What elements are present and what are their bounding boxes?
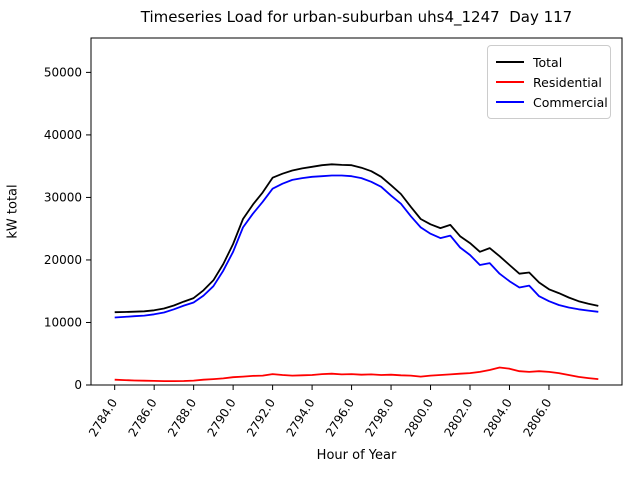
chart-title: Timeseries Load for urban-suburban uhs4_…	[140, 8, 573, 26]
legend-label-commercial: Commercial	[533, 94, 608, 110]
svg-text:50000: 50000	[44, 65, 82, 79]
svg-text:40000: 40000	[44, 128, 82, 142]
svg-text:2784.0: 2784.0	[86, 396, 120, 439]
y-axis-label: kW total	[5, 184, 21, 239]
svg-text:0: 0	[74, 378, 82, 392]
svg-text:10000: 10000	[44, 315, 82, 329]
svg-text:20000: 20000	[44, 253, 82, 267]
svg-text:2804.0: 2804.0	[481, 396, 515, 439]
svg-text:2786.0: 2786.0	[126, 396, 160, 439]
svg-text:2794.0: 2794.0	[284, 396, 318, 439]
svg-text:2806.0: 2806.0	[520, 396, 554, 439]
svg-text:2790.0: 2790.0	[205, 396, 239, 439]
x-axis-label: Hour of Year	[316, 448, 397, 463]
svg-text:2796.0: 2796.0	[323, 396, 357, 439]
svg-text:2800.0: 2800.0	[402, 396, 436, 439]
legend: Total Residential Commercial	[487, 45, 611, 119]
legend-item-residential: Residential	[496, 72, 602, 92]
svg-text:2802.0: 2802.0	[441, 396, 475, 439]
residential-line-swatch	[496, 81, 524, 83]
legend-label-residential: Residential	[533, 74, 602, 90]
svg-text:2792.0: 2792.0	[244, 396, 278, 439]
legend-item-total: Total	[496, 52, 602, 72]
svg-text:2788.0: 2788.0	[165, 396, 199, 439]
total-line-swatch	[496, 61, 524, 63]
svg-text:30000: 30000	[44, 190, 82, 204]
svg-text:2798.0: 2798.0	[362, 396, 396, 439]
legend-item-commercial: Commercial	[496, 92, 608, 112]
legend-label-total: Total	[533, 54, 563, 70]
commercial-line-swatch	[496, 101, 524, 103]
